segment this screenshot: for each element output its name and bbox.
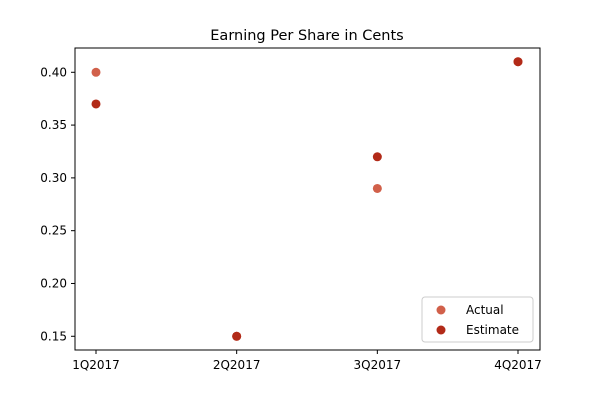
y-axis: 0.15 0.20 0.25 0.30 0.35 0.40 <box>40 65 75 343</box>
x-tick-label: 1Q2017 <box>72 358 120 372</box>
x-tick-label: 2Q2017 <box>213 358 261 372</box>
legend-label-actual: Actual <box>466 303 504 317</box>
x-tick-label: 3Q2017 <box>354 358 402 372</box>
y-tick-label: 0.20 <box>40 276 67 290</box>
x-axis: 1Q2017 2Q2017 3Q2017 4Q2017 <box>72 350 542 372</box>
point-estimate-2q2017 <box>232 331 242 341</box>
legend-frame <box>421 296 534 343</box>
y-tick-label: 0.35 <box>40 118 67 132</box>
legend-marker-estimate <box>436 325 446 335</box>
legend-marker-actual <box>436 305 446 315</box>
x-tick-label: 4Q2017 <box>494 358 542 372</box>
point-actual-1q2017 <box>91 67 101 77</box>
plot-area <box>74 47 541 351</box>
legend: Actual Estimate <box>421 296 534 343</box>
y-tick-label: 0.40 <box>40 65 67 79</box>
y-tick-label: 0.15 <box>40 329 67 343</box>
point-estimate-3q2017 <box>372 152 382 162</box>
point-actual-3q2017 <box>372 183 382 193</box>
point-estimate-1q2017 <box>91 99 101 109</box>
y-tick-label: 0.30 <box>40 171 67 185</box>
chart-title: Earning Per Share in Cents <box>210 28 403 44</box>
y-tick-label: 0.25 <box>40 224 67 238</box>
point-estimate-4q2017 <box>513 57 523 67</box>
data-points <box>91 57 523 341</box>
legend-label-estimate: Estimate <box>466 323 519 337</box>
